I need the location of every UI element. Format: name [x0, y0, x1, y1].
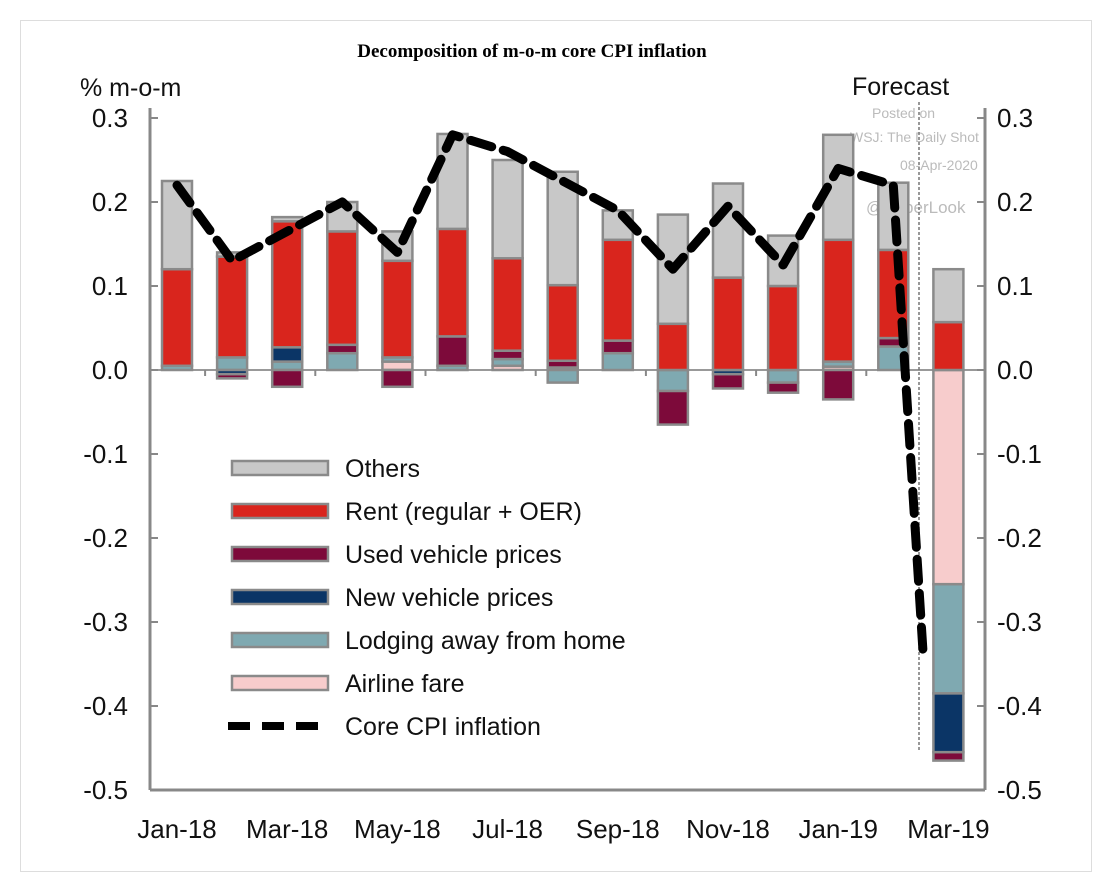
legend-swatch	[230, 545, 330, 563]
legend-swatch	[230, 631, 330, 649]
watermark-line: WSJ: The Daily Shot	[850, 129, 979, 145]
bar-segment-rent-regular-oer-	[821, 238, 855, 363]
legend-label: Airline fare	[345, 670, 465, 698]
bar-segment-used-vehicle-prices	[436, 335, 469, 368]
bar-segment-new-vehicle-prices	[932, 692, 965, 754]
y-tick-label-right: 0.3	[997, 103, 1033, 133]
y-tick-label-right: 0.1	[997, 271, 1033, 301]
bar-segment-used-vehicle-prices	[326, 343, 359, 355]
x-tick-label: May-18	[354, 814, 441, 844]
y-tick-label-left: -0.1	[83, 439, 128, 469]
bar-segment-used-vehicle-prices	[381, 368, 414, 389]
bar-segment-rent-regular-oer-	[491, 257, 524, 352]
bar-segment-others	[932, 267, 965, 324]
legend-swatch	[230, 674, 330, 692]
bar-segment-lodging-away-from-home	[656, 368, 690, 393]
bar-segment-lodging-away-from-home	[270, 360, 304, 372]
bar-segment-used-vehicle-prices	[215, 372, 249, 380]
legend-label: Others	[345, 455, 420, 483]
bar-segment-lodging-away-from-home	[766, 368, 800, 384]
bar-segment-used-vehicle-prices	[601, 339, 635, 355]
bar-segment-lodging-away-from-home	[601, 351, 635, 372]
y-tick-label-right: 0.0	[997, 355, 1033, 385]
bar-segment-rent-regular-oer-	[766, 284, 800, 372]
bar-segment-airline-fare	[932, 368, 965, 586]
y-tick-label-left: 0.3	[92, 103, 128, 133]
x-tick-label: Nov-18	[686, 814, 770, 844]
y-tick-label-left: -0.2	[83, 523, 128, 553]
y-tick-label-left: -0.3	[83, 607, 128, 637]
bar-segment-rent-regular-oer-	[381, 259, 414, 359]
legend-label: Core CPI inflation	[345, 713, 541, 741]
y-tick-label-left: 0.0	[92, 355, 128, 385]
bar-segment-used-vehicle-prices	[656, 389, 690, 426]
bar-segment-airline-fare	[381, 360, 414, 372]
x-tick-label: Jan-19	[798, 814, 878, 844]
x-tick-label: Jan-18	[137, 814, 217, 844]
bar-segment-rent-regular-oer-	[546, 283, 579, 363]
bar-segment-lodging-away-from-home	[326, 351, 359, 372]
forecast-label: Forecast	[852, 73, 949, 101]
watermark-line: 08-Apr-2020	[900, 157, 978, 173]
bar-segment-used-vehicle-prices	[932, 750, 965, 762]
watermark-line: Posted on	[872, 105, 935, 121]
y-tick-label-right: 0.2	[997, 187, 1033, 217]
bar-segment-lodging-away-from-home	[932, 582, 965, 695]
bar-segment-used-vehicle-prices	[766, 381, 800, 394]
legend-swatch	[230, 502, 330, 520]
bar-segment-others	[711, 182, 745, 279]
y-tick-label-right: -0.1	[997, 439, 1042, 469]
bar-segment-lodging-away-from-home	[546, 368, 579, 384]
y-tick-label-right: -0.5	[997, 775, 1042, 805]
bar-segment-rent-regular-oer-	[711, 276, 745, 372]
y-tick-label-left: 0.1	[92, 271, 128, 301]
bar-segment-used-vehicle-prices	[270, 368, 304, 389]
x-tick-label: Mar-18	[246, 814, 328, 844]
bar-segment-rent-regular-oer-	[932, 320, 965, 372]
chart-frame	[20, 20, 1092, 872]
bar-segment-lodging-away-from-home	[215, 356, 249, 372]
y-tick-label-left: -0.4	[83, 691, 128, 721]
legend-label: Used vehicle prices	[345, 541, 562, 569]
y-tick-label-right: -0.3	[997, 607, 1042, 637]
chart-title: Decomposition of m-o-m core CPI inflatio…	[357, 41, 707, 62]
bar-segment-rent-regular-oer-	[656, 322, 690, 372]
core-cpi-line	[172, 130, 928, 656]
bar-segment-rent-regular-oer-	[601, 238, 635, 342]
bar-segment-others	[491, 158, 524, 260]
bar-segment-others	[270, 215, 304, 223]
y-tick-label-right: -0.4	[997, 691, 1042, 721]
bar-segment-used-vehicle-prices	[711, 372, 745, 390]
legend-label: Lodging away from home	[345, 627, 626, 655]
y-tick-label-left: -0.5	[83, 775, 128, 805]
bar-segment-rent-regular-oer-	[160, 267, 194, 368]
x-tick-label: Jul-18	[472, 814, 543, 844]
y-tick-label-right: -0.2	[997, 523, 1042, 553]
bar-segment-rent-regular-oer-	[436, 227, 469, 338]
bar-segment-new-vehicle-prices	[270, 346, 304, 363]
legend-label: New vehicle prices	[345, 584, 553, 612]
legend-swatch	[230, 459, 330, 477]
y-tick-label-left: 0.2	[92, 187, 128, 217]
legend-swatch	[230, 588, 330, 606]
bar-segment-used-vehicle-prices	[821, 368, 855, 401]
x-tick-label: Sep-18	[576, 814, 660, 844]
y-axis-label: % m-o-m	[80, 74, 181, 102]
bar-segment-rent-regular-oer-	[215, 255, 249, 359]
legend-label: Rent (regular + OER)	[345, 498, 582, 526]
bar-segment-rent-regular-oer-	[326, 230, 359, 347]
x-tick-label: Mar-19	[907, 814, 989, 844]
bar-segment-used-vehicle-prices	[491, 349, 524, 361]
